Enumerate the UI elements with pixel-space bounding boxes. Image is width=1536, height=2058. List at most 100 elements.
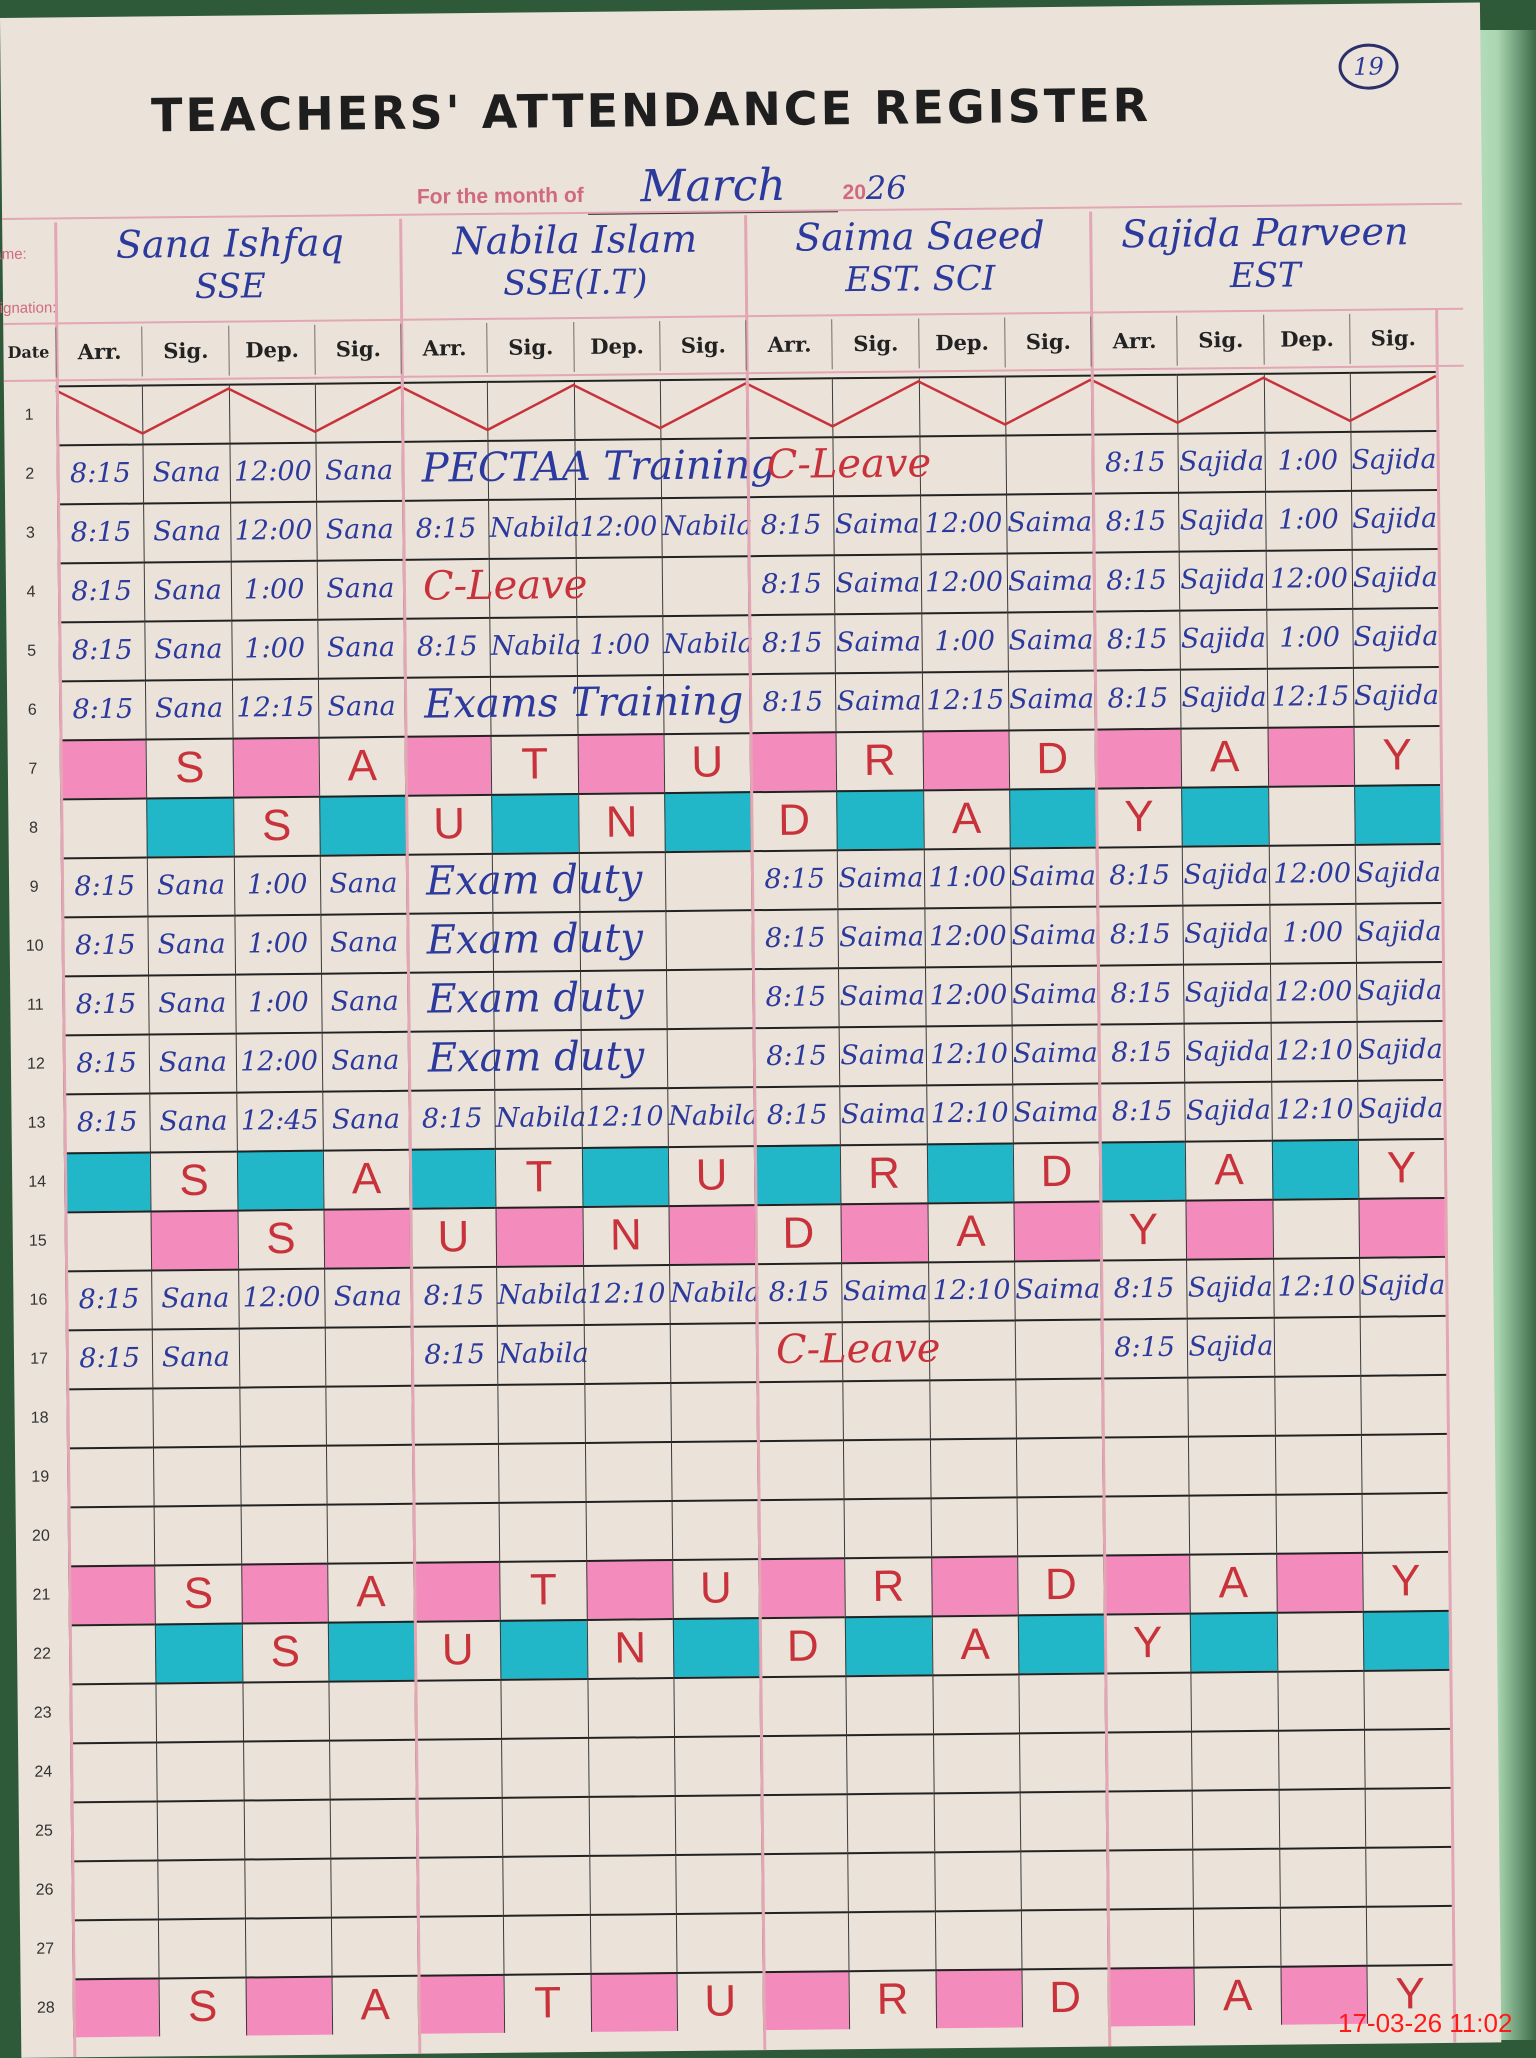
attendance-grid: 1 2 8:15 Sana 12:00 Sana 8:15 Sajida 1:00 Sajida P… — [0, 3, 1480, 2038]
attendance-cell — [146, 796, 234, 857]
date-cell: 5 — [27, 642, 37, 660]
attendance-cell: Saima — [1013, 1259, 1101, 1320]
attendance-cell: Nabila — [488, 498, 580, 558]
date-cell: 14 — [28, 1173, 47, 1191]
attendance-cell — [1013, 1200, 1101, 1261]
date-cell: 26 — [35, 1881, 54, 1899]
attendance-cell — [589, 1913, 677, 1973]
weekend-letter: Y — [1124, 791, 1154, 842]
column-header: Sig. — [313, 323, 402, 375]
attendance-cell: 12:10 — [1270, 1020, 1357, 1081]
attendance-cell — [1192, 1847, 1280, 1908]
weekend-letter: A — [1214, 1145, 1244, 1195]
attendance-cell — [1102, 1494, 1190, 1555]
attendance-cell — [843, 1497, 931, 1558]
attendance-cell: 8:15 — [63, 1092, 151, 1153]
attendance-cell: Sajida — [1183, 1021, 1271, 1082]
attendance-cell — [155, 1681, 243, 1742]
attendance-cell — [842, 1379, 930, 1440]
attendance-cell: 8:15 — [65, 1269, 152, 1330]
attendance-cell — [585, 1559, 673, 1619]
attendance-cell: Sana — [148, 973, 236, 1034]
attendance-cell: 8:15 — [58, 679, 146, 740]
attendance-cell: Saima — [838, 966, 926, 1027]
attendance-cell: 12:00 — [919, 493, 1007, 554]
attendance-cell — [675, 1912, 763, 1973]
attendance-cell — [848, 1910, 935, 1971]
attendance-cell — [586, 1677, 674, 1737]
attendance-cell: S — [236, 1208, 324, 1269]
attendance-cell — [918, 434, 1006, 495]
attendance-cell — [761, 1911, 849, 1972]
attendance-cell: A — [1193, 1965, 1281, 2026]
attendance-cell: Saima — [1009, 846, 1097, 907]
attendance-cell — [1005, 433, 1093, 494]
entry-note: C-Leave — [422, 561, 588, 610]
attendance-cell: Y — [1357, 1137, 1445, 1198]
attendance-cell: A — [1185, 1139, 1272, 1200]
attendance-cell: 8:15 — [755, 1262, 842, 1323]
name-label: Name: — [0, 245, 27, 264]
attendance-cell — [663, 791, 751, 852]
attendance-cell — [1277, 1728, 1365, 1789]
attendance-cell: 12:10 — [580, 1087, 668, 1147]
weekend-letter: R — [867, 1148, 901, 1198]
teacher-name: Sajida Parveen — [1120, 209, 1409, 257]
weekend-letter: U — [437, 1212, 470, 1262]
attendance-cell: Saima — [1011, 1023, 1099, 1084]
attendance-cell — [1358, 1196, 1446, 1257]
attendance-cell: 12:10 — [925, 1083, 1013, 1144]
attendance-cell: Saima — [837, 907, 925, 968]
date-cell: 15 — [28, 1232, 47, 1250]
attendance-cell: Nabila — [660, 496, 753, 557]
attendance-cell: 8:15 — [1095, 845, 1183, 906]
attendance-cell — [933, 1850, 1021, 1911]
attendance-cell: Sajida — [1355, 901, 1442, 962]
attendance-cell — [1105, 1789, 1193, 1850]
photo-timestamp: 17-03-26 11:02 — [1338, 2008, 1513, 2038]
attendance-cell: 8:15 — [750, 849, 838, 910]
attendance-cell: Y — [1095, 786, 1182, 847]
entry-note: C-Leave — [775, 1325, 941, 1373]
attendance-cell — [71, 1859, 159, 1920]
date-cell: 10 — [25, 937, 44, 955]
attendance-cell — [244, 1916, 332, 1977]
attendance-cell: Sajida — [1179, 608, 1267, 669]
attendance-cell: 12:00 — [1268, 843, 1356, 904]
attendance-cell: 8:15 — [1093, 668, 1181, 729]
weekend-letter: D — [1044, 1559, 1077, 1610]
entry-note: Exams Training — [423, 678, 744, 728]
attendance-cell — [1019, 1790, 1107, 1851]
attendance-cell — [758, 1557, 846, 1618]
attendance-cell: 1:00 — [234, 972, 322, 1033]
teacher-header: Nabila Islam SSE(I.T) — [399, 215, 749, 319]
column-header: Sig. — [658, 320, 747, 372]
attendance-cell — [661, 555, 749, 616]
attendance-cell: Sajida — [1351, 547, 1439, 608]
attendance-cell: 8:15 — [408, 1088, 496, 1149]
date-cell: 16 — [29, 1291, 48, 1309]
month-label: For the month of — [416, 183, 584, 209]
weekend-letter: Y — [1390, 1556, 1421, 1606]
attendance-cell: 1:00 — [920, 611, 1008, 672]
attendance-cell — [153, 1445, 241, 1506]
attendance-cell — [1365, 1904, 1453, 1965]
weekend-letter: A — [955, 1206, 986, 1257]
attendance-cell: Sajida — [1352, 606, 1439, 667]
column-header: Sig. — [831, 318, 920, 370]
attendance-cell: R — [835, 730, 923, 791]
attendance-cell — [155, 1622, 242, 1683]
attendance-cell: N — [586, 1618, 674, 1678]
attendance-cell — [1363, 1668, 1450, 1729]
attendance-cell: 1:00 — [233, 913, 321, 974]
attendance-cell: Sajida — [1183, 962, 1271, 1023]
attendance-cell: Saima — [833, 494, 921, 555]
weekend-letter: U — [699, 1563, 733, 1613]
attendance-cell: 8:15 — [65, 1328, 153, 1389]
date-cell: 3 — [25, 524, 35, 542]
attendance-cell: Sana — [151, 1268, 239, 1329]
attendance-cell: Sana — [322, 1089, 409, 1150]
attendance-cell: S — [241, 1621, 329, 1682]
teacher-designation: SSE(I.T) — [502, 262, 648, 304]
column-header: Dep. — [917, 317, 1006, 369]
